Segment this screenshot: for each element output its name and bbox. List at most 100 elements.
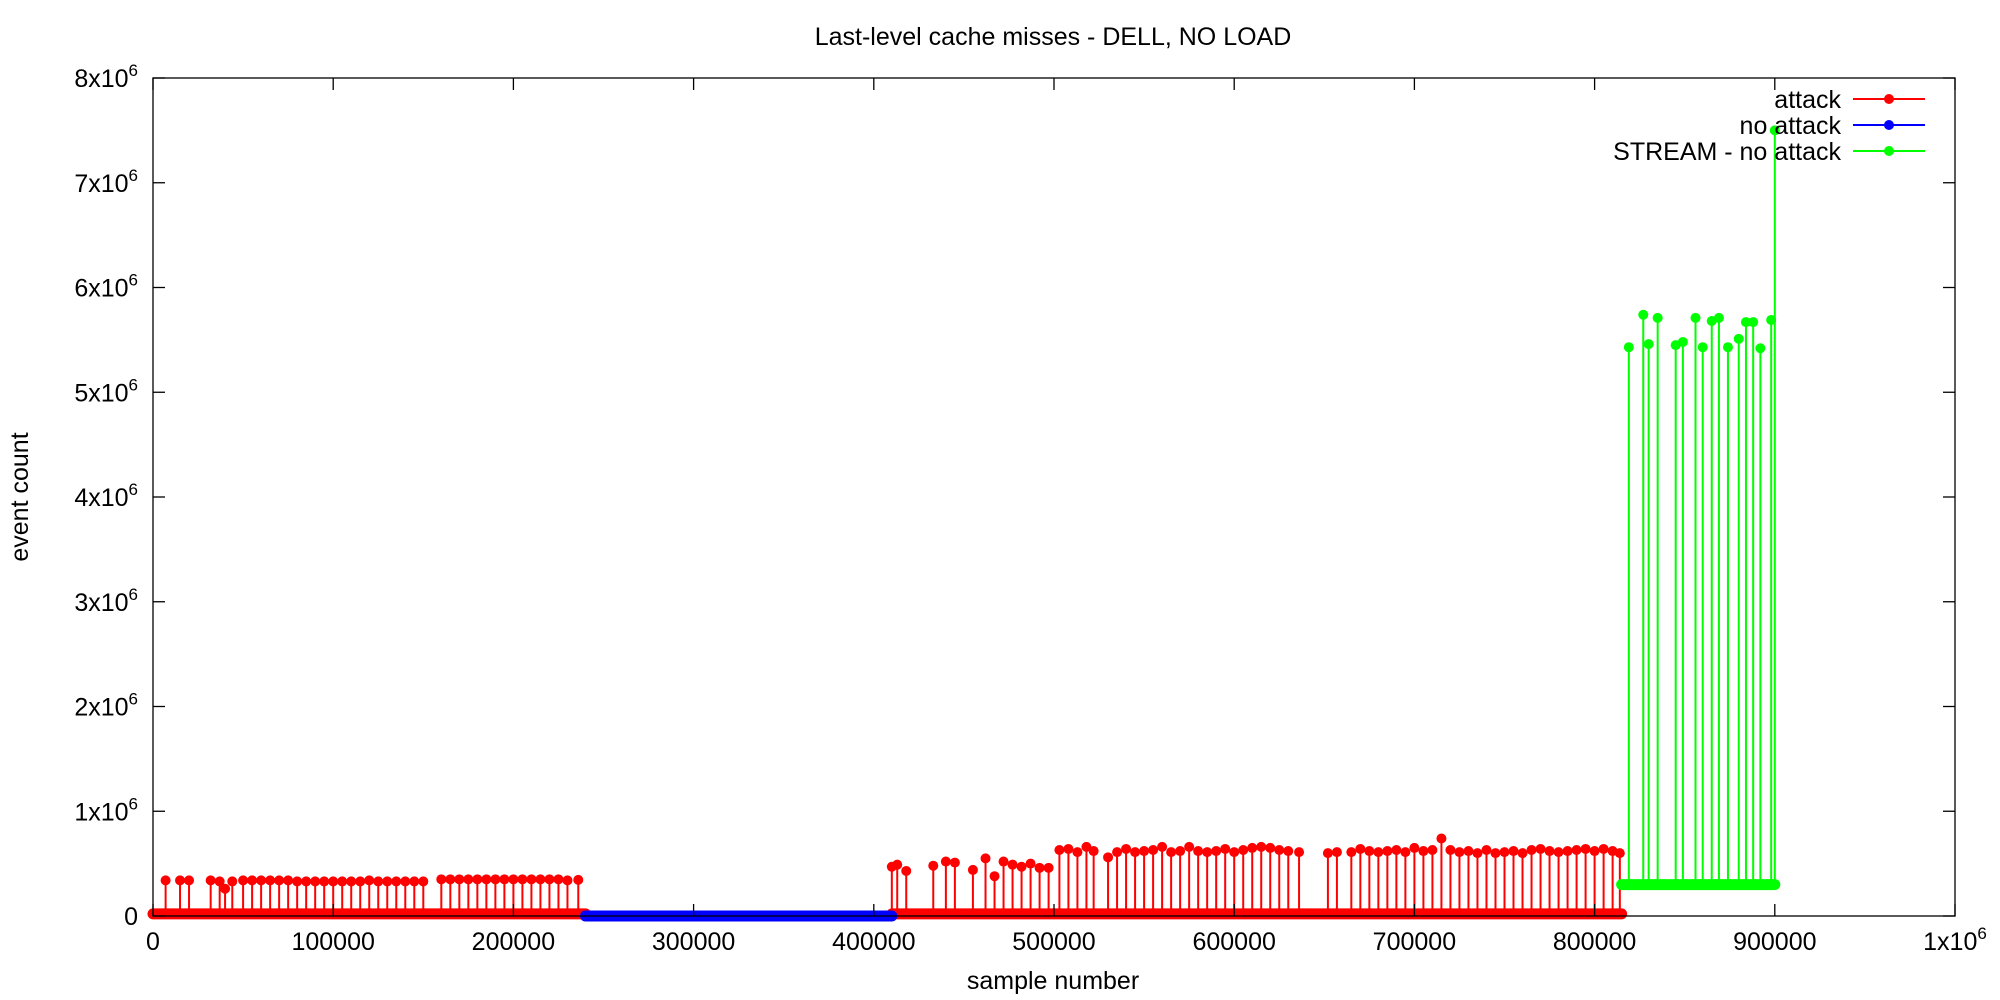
data-point (1139, 846, 1150, 857)
data-point (1508, 846, 1519, 857)
data-point (1517, 848, 1528, 859)
data-point (1445, 845, 1456, 856)
y-axis-label: event count (6, 432, 34, 561)
data-point (1157, 841, 1168, 852)
data-point (1081, 841, 1092, 852)
x-tick-label: 0 (146, 928, 160, 956)
data-point (1063, 843, 1074, 854)
data-point (1697, 342, 1708, 353)
y-axis: 0 1x106 2x106 3x106 4x106 5x106 6x106 7x106 8x10… (74, 61, 1955, 931)
data-point (274, 875, 285, 886)
data-point (1562, 846, 1573, 857)
data-point (1400, 847, 1411, 858)
data-point (400, 876, 411, 887)
data-point (1346, 847, 1357, 858)
data-point (1638, 309, 1649, 320)
y-tick-label: 6x106 (74, 271, 138, 303)
data-point (1614, 848, 1625, 859)
data-point (1722, 342, 1733, 353)
data-point (949, 857, 960, 868)
data-point (1643, 339, 1654, 350)
data-point (490, 874, 501, 885)
data-point (573, 874, 584, 885)
data-point (1331, 847, 1342, 858)
data-point (508, 874, 519, 885)
x-tick-label: 400000 (832, 928, 915, 956)
data-point (1088, 846, 1099, 857)
data-point (1274, 845, 1285, 856)
x-tick-label: 800000 (1553, 928, 1636, 956)
data-point (989, 871, 1000, 882)
data-point (1598, 843, 1609, 854)
data-point (292, 876, 303, 887)
data-point (1740, 317, 1751, 328)
data-point (1454, 847, 1465, 858)
data-point (1220, 843, 1231, 854)
data-point (1130, 847, 1141, 858)
data-point (364, 875, 375, 886)
data-point (373, 876, 384, 887)
y-tick-label: 5x106 (74, 375, 138, 407)
data-point (1202, 847, 1213, 858)
legend-label: attack (1774, 86, 1841, 114)
plot-frame (152, 77, 1956, 917)
data-point (205, 875, 216, 886)
data-point (1589, 846, 1600, 857)
data-point (1283, 846, 1294, 857)
data-point (310, 876, 321, 887)
data-point (1490, 848, 1501, 859)
x-tick-label: 100000 (291, 928, 374, 956)
data-point (544, 874, 555, 885)
data-point (1463, 846, 1474, 857)
data-point (1355, 843, 1366, 854)
x-tick-label: 700000 (1373, 928, 1456, 956)
data-point (1007, 859, 1018, 870)
y-tick-label: 7x106 (74, 166, 138, 198)
data-point (1016, 861, 1027, 872)
data-point (1571, 845, 1582, 856)
data-point (1148, 845, 1159, 856)
data-point (1322, 848, 1333, 859)
data-point (463, 874, 474, 885)
series-3 (1616, 125, 1781, 891)
data-point (1769, 125, 1780, 136)
data-point (301, 876, 312, 887)
data-point (1112, 847, 1123, 858)
data-point (1238, 845, 1249, 856)
data-point (346, 876, 357, 887)
y-tick-label: 3x106 (74, 585, 138, 617)
data-point (445, 874, 456, 885)
legend-label: no attack (1740, 112, 1842, 140)
data-point (214, 876, 225, 887)
data-point (436, 874, 447, 885)
data-point (1481, 845, 1492, 856)
y-tick-label: 2x106 (74, 690, 138, 722)
series-0 (147, 874, 591, 920)
data-point (283, 875, 294, 886)
data-point (1043, 862, 1054, 873)
legend-swatch-marker (1884, 146, 1894, 156)
data-point (1184, 841, 1195, 852)
data-point (499, 874, 510, 885)
data-point (1623, 342, 1634, 353)
data-point (1526, 845, 1537, 856)
data-point (1553, 847, 1564, 858)
x-tick-label: 1x106 (1923, 924, 1987, 956)
data-point (967, 864, 978, 875)
data-point (901, 865, 912, 876)
data-point (1418, 846, 1429, 857)
data-point (1755, 343, 1766, 354)
data-point (535, 874, 546, 885)
data-point (1166, 847, 1177, 858)
legend-label: STREAM - no attack (1613, 138, 1841, 166)
data-point (256, 875, 267, 886)
legend-swatch-marker (1884, 120, 1894, 130)
x-tick-label: 300000 (652, 928, 735, 956)
data-point (1766, 314, 1777, 325)
data-point (1544, 846, 1555, 857)
data-point (1690, 312, 1701, 323)
data-point (892, 859, 903, 870)
data-point (998, 856, 1009, 867)
data-point (1247, 842, 1258, 853)
